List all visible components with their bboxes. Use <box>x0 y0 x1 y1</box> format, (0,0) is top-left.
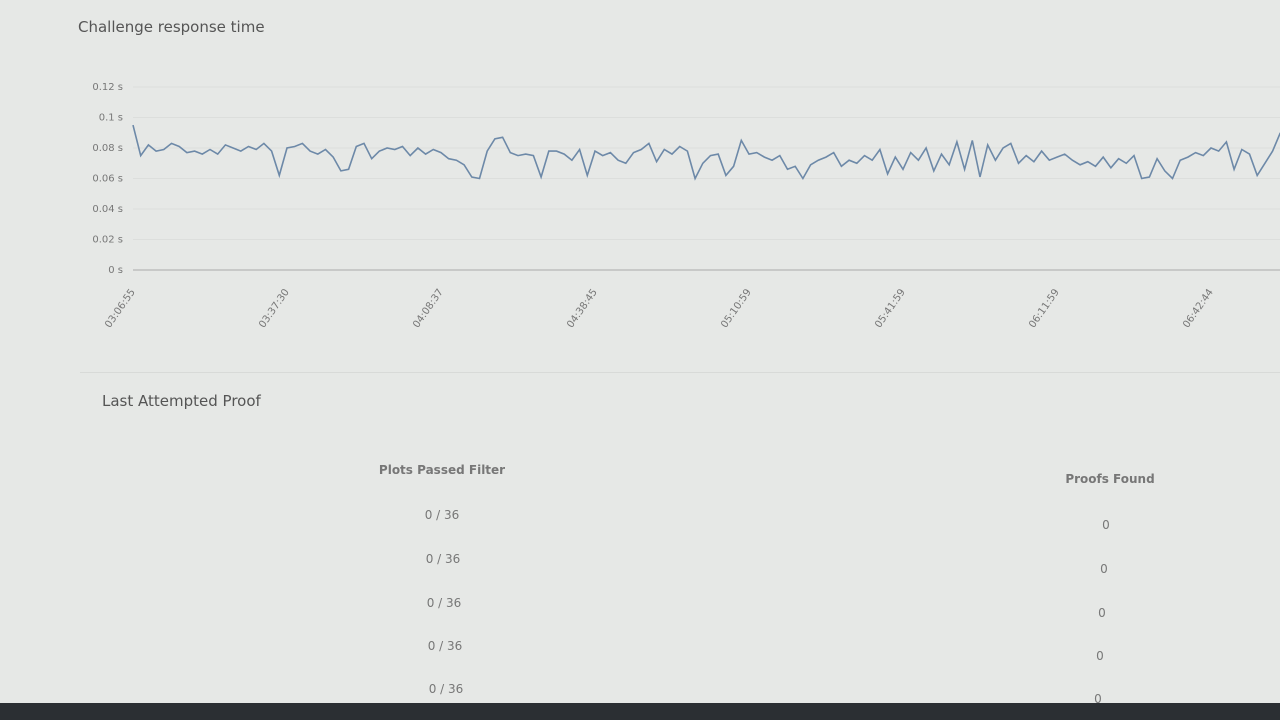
chart-title: Challenge response time <box>78 18 265 36</box>
table-cell: 0 <box>1096 649 1104 663</box>
x-tick-label: 06:42:44 <box>1181 287 1216 330</box>
y-tick-label: 0.02 s <box>92 235 123 246</box>
x-tick-label: 05:41:59 <box>873 287 908 330</box>
table-cell: 0 / 36 <box>424 508 460 522</box>
chart: 0 s 0.02 s 0.04 s 0.06 s 0.08 s 0.1 s 0.12 s 03… <box>92 82 1280 330</box>
x-tick-label: 03:37:30 <box>257 287 292 330</box>
x-tick-label: 04:08:37 <box>411 287 446 330</box>
column-header: Proofs Found <box>1065 472 1155 486</box>
table-cell: 0 / 36 <box>425 552 461 566</box>
table-cell: 0 / 36 <box>428 682 464 696</box>
table-cell: 0 / 36 <box>427 639 463 653</box>
table-cell: 0 <box>1094 692 1102 706</box>
x-tick-label: 03:06:55 <box>103 287 138 330</box>
y-tick-label: 0.04 s <box>92 204 123 215</box>
divider <box>80 372 1280 373</box>
x-tick-label: 04:38:45 <box>565 287 600 330</box>
y-tick-label: 0.12 s <box>92 82 123 93</box>
y-tick-label: 0.1 s <box>99 113 123 124</box>
table-cell: 0 / 36 <box>426 596 462 610</box>
table-cell: 0 <box>1100 562 1108 576</box>
y-tick-label: 0.06 s <box>92 174 123 185</box>
table-title: Last Attempted Proof <box>102 392 261 410</box>
taskbar <box>0 703 1280 720</box>
column-header: Plots Passed Filter <box>378 463 506 477</box>
x-tick-label: 06:11:59 <box>1027 287 1062 330</box>
y-tick-label: 0.08 s <box>92 143 123 154</box>
table-cell: 0 <box>1098 606 1106 620</box>
x-tick-label: 05:10:59 <box>719 287 754 330</box>
y-tick-label: 0 s <box>108 265 123 276</box>
table-cell: 0 <box>1102 518 1110 532</box>
line <box>132 124 1280 181</box>
